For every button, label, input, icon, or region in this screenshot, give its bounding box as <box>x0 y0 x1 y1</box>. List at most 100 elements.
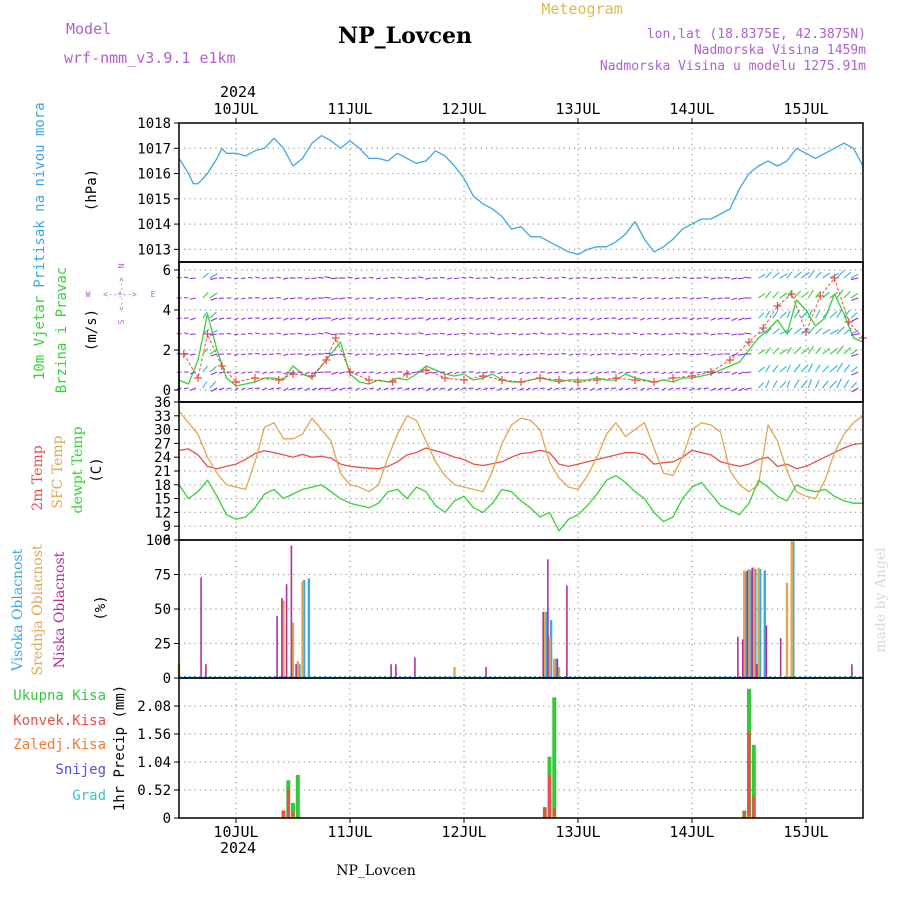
wind-arrow <box>209 311 217 319</box>
wind-arrow <box>654 371 659 374</box>
wind-dir-w: W <box>86 290 91 299</box>
wind-arrow <box>226 371 232 374</box>
bar-mark <box>307 578 311 678</box>
wind-arrow <box>447 297 453 301</box>
precip-panel: 0 0.52 1.04 1.56 2.08 <box>137 677 864 827</box>
wind-arrow <box>234 297 239 300</box>
temp-ylabel-dewpt: dewpt Temp <box>70 426 86 513</box>
wind-arrow <box>248 276 253 279</box>
wind-arrow <box>497 353 503 356</box>
wind-arrow <box>779 381 787 389</box>
wind-arrow <box>731 371 738 375</box>
wind-arrow <box>843 364 851 373</box>
wind-arrow <box>454 297 460 300</box>
wind-arrow <box>202 328 210 335</box>
wind-arrow <box>397 276 403 279</box>
wind-arrow <box>202 272 210 279</box>
wind-arrow <box>717 297 723 300</box>
wind-arrow <box>311 277 317 280</box>
bar-mark <box>743 570 746 678</box>
y-tick-label: 2.08 <box>137 699 171 715</box>
wind-arrow <box>202 348 209 355</box>
wind-arrow <box>425 297 431 301</box>
wind-ylabel-name: 10m Vjetar <box>32 296 48 380</box>
wind-arrow <box>758 366 765 373</box>
wind-arrow <box>547 387 553 391</box>
bar-mark <box>285 584 288 678</box>
wind-arrow <box>807 309 813 319</box>
wind-arrow <box>210 387 218 392</box>
wind-arrow <box>639 333 645 336</box>
wind-arrow <box>589 277 595 280</box>
wind-arrow <box>675 371 681 374</box>
wind-arrow <box>226 332 232 335</box>
bar-mark <box>542 611 544 678</box>
wind-arrow <box>297 317 303 320</box>
wind-arrow <box>324 352 332 355</box>
wind-arrow <box>376 353 382 356</box>
bar-mark <box>543 807 547 818</box>
bar-mark <box>751 744 756 818</box>
wind-arrow <box>731 317 738 322</box>
wind-arrow <box>710 387 717 392</box>
precip-legend-total: Ukupna Kisa <box>13 688 106 704</box>
wind-arrow <box>625 297 631 300</box>
wind-arrow <box>554 317 560 320</box>
wind-arrow <box>454 353 460 356</box>
wind-arrow <box>369 317 374 320</box>
bar-mark <box>747 815 751 818</box>
wind-arrow <box>432 371 439 374</box>
wind-arrow <box>355 371 360 375</box>
wind-arrow <box>418 332 424 335</box>
wind-arrow <box>661 333 666 336</box>
bar-mark <box>751 567 753 678</box>
wind-arrow <box>786 290 792 299</box>
bar-mark <box>485 667 487 678</box>
wind-arrow <box>355 317 360 321</box>
wind-arrow <box>843 310 850 319</box>
wind-arrow <box>618 297 624 300</box>
wind-arrow <box>289 317 296 320</box>
gust-marker <box>274 376 283 384</box>
elevation-label: Nadmorska Visina 1459m <box>694 43 866 58</box>
bar-mark <box>566 585 568 678</box>
wind-arrow <box>376 297 382 301</box>
wind-arrow <box>475 277 481 280</box>
wind-arrow <box>703 387 709 390</box>
wind-arrow <box>829 329 839 335</box>
wind-arrow <box>772 328 780 335</box>
wind-arrow <box>262 297 268 300</box>
wind-arrow <box>793 327 803 335</box>
wind-arrow <box>518 277 524 280</box>
bar-mark <box>298 664 301 678</box>
wind-arrow <box>661 371 667 375</box>
wind-arrow <box>283 371 289 375</box>
wind-arrow <box>539 352 545 355</box>
wind-arrow <box>209 365 217 373</box>
wind-arrow <box>209 292 218 299</box>
y-tick-label: 25 <box>154 637 171 653</box>
y-tick-label: 2 <box>163 343 171 359</box>
wind-arrow <box>383 317 389 321</box>
wind-arrow <box>801 328 810 335</box>
wind-arrow <box>390 387 396 390</box>
wind-arrow <box>850 273 859 279</box>
wind-arrow <box>703 332 709 335</box>
wind-arrow <box>851 317 859 322</box>
wind-arrow <box>489 332 496 335</box>
wind-arrow <box>461 276 467 279</box>
gust-marker <box>574 378 582 386</box>
wind-arrow <box>304 297 310 301</box>
wind-arrow <box>339 297 346 300</box>
bar-mark <box>548 774 551 818</box>
wind-arrow <box>829 291 839 299</box>
wind-arrow <box>439 317 446 320</box>
gust-marker <box>631 376 639 384</box>
wind-arrow <box>347 276 353 279</box>
wind-arrow <box>331 297 339 301</box>
wind-arrow <box>737 297 745 300</box>
y-tick-label: 1.04 <box>137 755 171 771</box>
wind-arrow <box>793 271 802 279</box>
x-tick-label-bottom: 15JUL <box>783 823 828 841</box>
gust-marker <box>593 376 601 384</box>
